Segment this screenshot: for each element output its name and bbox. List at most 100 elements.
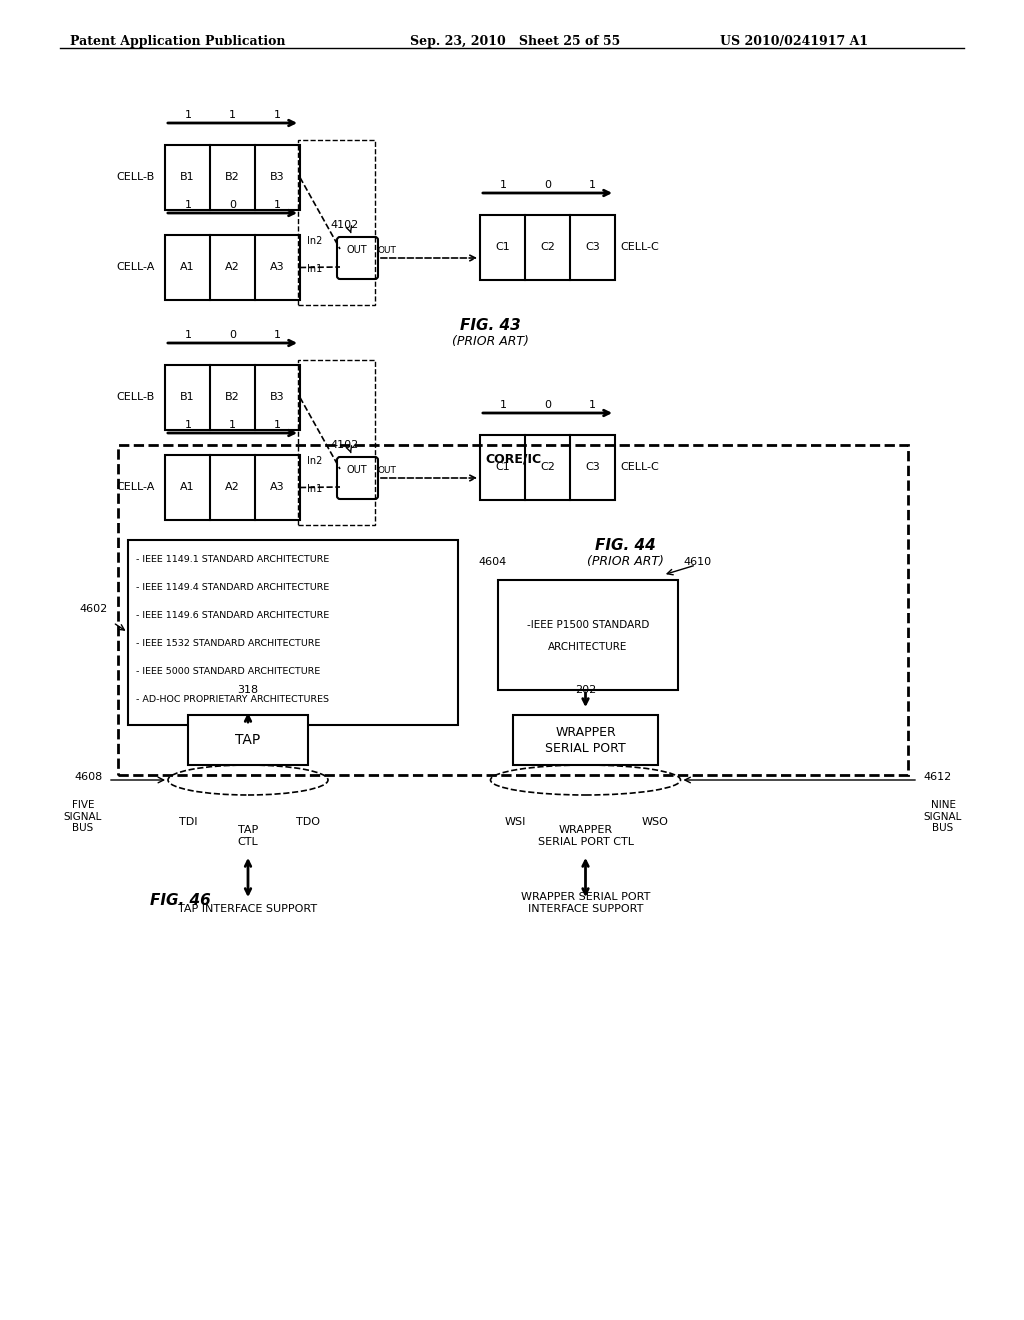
Text: C2: C2	[540, 462, 555, 473]
Text: 4610: 4610	[683, 557, 711, 568]
Text: -IEEE P1500 STANDARD: -IEEE P1500 STANDARD	[526, 620, 649, 630]
Text: CELL-A: CELL-A	[117, 483, 155, 492]
Text: FIG. 46: FIG. 46	[150, 894, 210, 908]
Text: 4102: 4102	[331, 220, 359, 230]
Text: WRAPPER
SERIAL PORT CTL: WRAPPER SERIAL PORT CTL	[538, 825, 634, 846]
Bar	[118, 445, 908, 775]
Text: 1: 1	[229, 110, 236, 120]
Text: 1: 1	[500, 180, 507, 190]
Text: 4604: 4604	[479, 557, 507, 568]
Text: TDI: TDI	[179, 817, 198, 828]
Text: CELL-A: CELL-A	[117, 263, 155, 272]
Text: A3: A3	[270, 263, 285, 272]
Text: NINE
SIGNAL
BUS: NINE SIGNAL BUS	[924, 800, 963, 833]
Text: WSI: WSI	[505, 817, 526, 828]
Text: A2: A2	[225, 483, 240, 492]
Text: 1: 1	[184, 110, 191, 120]
Text: 4612: 4612	[923, 772, 951, 781]
Text: 0: 0	[544, 400, 551, 411]
Text: TDO: TDO	[296, 817, 319, 828]
Text: CELL-C: CELL-C	[620, 243, 658, 252]
Text: WSO: WSO	[642, 817, 669, 828]
Text: B2: B2	[225, 173, 240, 182]
Text: 4608: 4608	[75, 772, 103, 781]
Text: OUT: OUT	[378, 246, 397, 255]
Text: B1: B1	[180, 173, 195, 182]
Text: OUT: OUT	[347, 465, 368, 475]
Text: - AD-HOC PROPRIETARY ARCHITECTURES: - AD-HOC PROPRIETARY ARCHITECTURES	[136, 696, 329, 705]
Text: 202: 202	[574, 685, 596, 696]
Bar	[480, 215, 615, 280]
Text: C2: C2	[540, 243, 555, 252]
Text: CELL-B: CELL-B	[117, 173, 155, 182]
Text: WRAPPER SERIAL PORT
INTERFACE SUPPORT: WRAPPER SERIAL PORT INTERFACE SUPPORT	[521, 892, 650, 913]
FancyBboxPatch shape	[337, 238, 378, 279]
Text: B1: B1	[180, 392, 195, 403]
Text: 0: 0	[229, 330, 236, 341]
Text: C1: C1	[496, 243, 510, 252]
Text: 4602: 4602	[80, 605, 108, 615]
Text: 1: 1	[273, 420, 281, 430]
Text: B3: B3	[270, 173, 285, 182]
Text: ARCHITECTURE: ARCHITECTURE	[548, 642, 628, 652]
Text: 1: 1	[273, 201, 281, 210]
Bar	[165, 455, 300, 520]
Text: - IEEE 1149.6 STANDARD ARCHITECTURE: - IEEE 1149.6 STANDARD ARCHITECTURE	[136, 611, 330, 620]
Text: 1: 1	[184, 201, 191, 210]
Bar	[298, 140, 375, 305]
Text: In1: In1	[307, 484, 322, 494]
Bar	[165, 145, 300, 210]
Text: FIG. 43: FIG. 43	[460, 318, 520, 333]
Text: WRAPPER: WRAPPER	[555, 726, 615, 738]
Text: C3: C3	[585, 243, 600, 252]
Text: A1: A1	[180, 263, 195, 272]
Text: B3: B3	[270, 392, 285, 403]
Text: SERIAL PORT: SERIAL PORT	[545, 742, 626, 755]
Text: 318: 318	[238, 685, 259, 696]
Bar	[128, 540, 458, 725]
Text: 1: 1	[184, 330, 191, 341]
Text: 1: 1	[273, 330, 281, 341]
Text: - IEEE 1149.1 STANDARD ARCHITECTURE: - IEEE 1149.1 STANDARD ARCHITECTURE	[136, 556, 330, 565]
Text: CELL-B: CELL-B	[117, 392, 155, 403]
Text: 1: 1	[589, 400, 596, 411]
Text: A3: A3	[270, 483, 285, 492]
Bar	[498, 579, 678, 690]
Text: TAP
CTL: TAP CTL	[238, 825, 258, 846]
Text: CELL-C: CELL-C	[620, 462, 658, 473]
Text: 4102: 4102	[331, 440, 359, 450]
Text: 1: 1	[273, 110, 281, 120]
Text: CORE/IC: CORE/IC	[485, 453, 541, 466]
Text: In2: In2	[306, 236, 322, 246]
Text: 0: 0	[229, 201, 236, 210]
Bar	[480, 436, 615, 500]
Bar	[165, 235, 300, 300]
Text: US 2010/0241917 A1: US 2010/0241917 A1	[720, 36, 868, 48]
Text: OUT: OUT	[347, 246, 368, 255]
Text: - IEEE 1532 STANDARD ARCHITECTURE: - IEEE 1532 STANDARD ARCHITECTURE	[136, 639, 321, 648]
Text: TAP INTERFACE SUPPORT: TAP INTERFACE SUPPORT	[178, 904, 317, 913]
Text: In1: In1	[307, 264, 322, 275]
Text: Sep. 23, 2010   Sheet 25 of 55: Sep. 23, 2010 Sheet 25 of 55	[410, 36, 621, 48]
Bar	[188, 715, 308, 766]
Bar	[298, 360, 375, 525]
Text: C1: C1	[496, 462, 510, 473]
Text: In2: In2	[306, 455, 322, 466]
Text: B2: B2	[225, 392, 240, 403]
Text: (PRIOR ART): (PRIOR ART)	[587, 554, 664, 568]
Text: A1: A1	[180, 483, 195, 492]
Text: 0: 0	[544, 180, 551, 190]
Text: 1: 1	[229, 420, 236, 430]
Text: OUT: OUT	[378, 466, 397, 475]
Bar	[165, 366, 300, 430]
Text: 1: 1	[500, 400, 507, 411]
Text: - IEEE 5000 STANDARD ARCHITECTURE: - IEEE 5000 STANDARD ARCHITECTURE	[136, 668, 321, 676]
Text: (PRIOR ART): (PRIOR ART)	[452, 335, 528, 348]
Text: - IEEE 1149.4 STANDARD ARCHITECTURE: - IEEE 1149.4 STANDARD ARCHITECTURE	[136, 583, 330, 593]
Bar	[513, 715, 658, 766]
Text: A2: A2	[225, 263, 240, 272]
Text: FIG. 44: FIG. 44	[595, 539, 655, 553]
Text: Patent Application Publication: Patent Application Publication	[70, 36, 286, 48]
FancyBboxPatch shape	[337, 457, 378, 499]
Text: TAP: TAP	[236, 733, 261, 747]
